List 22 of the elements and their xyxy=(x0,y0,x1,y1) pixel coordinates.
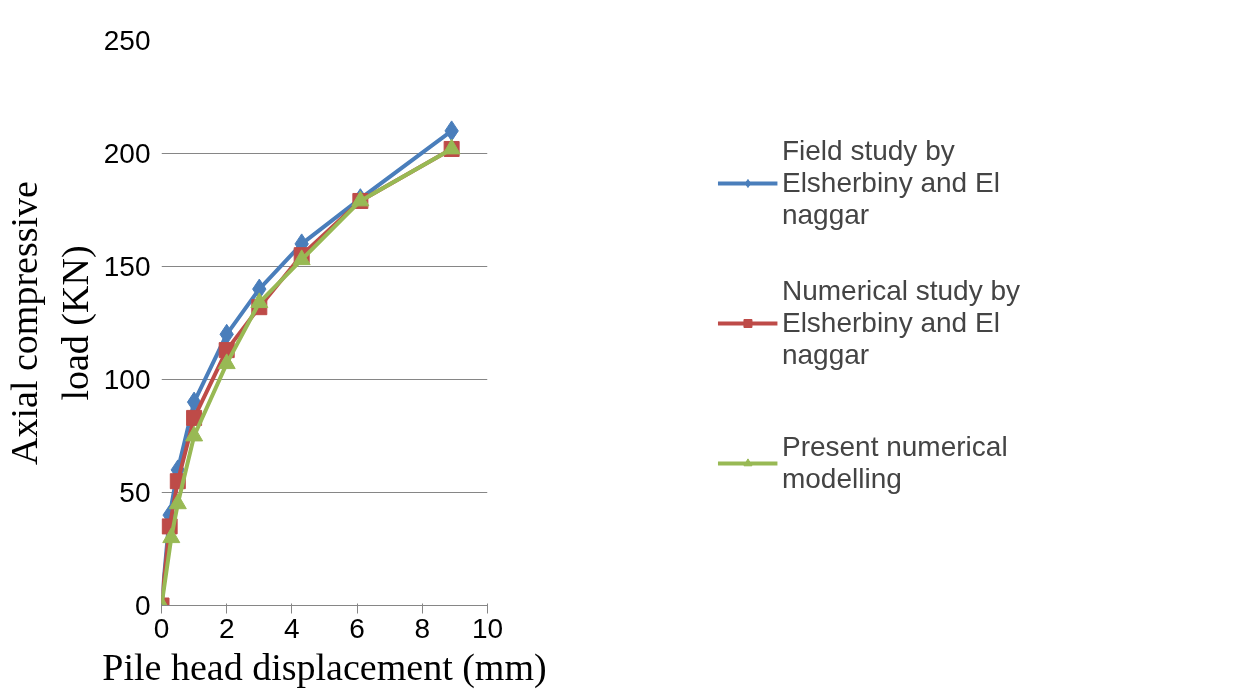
legend-label: Present numerical modelling xyxy=(781,429,1008,496)
x-tick-label: 10 xyxy=(471,612,504,644)
y-tick-label: 250 xyxy=(103,25,151,56)
x-tick-label: 4 xyxy=(284,612,300,644)
x-tick-label: 2 xyxy=(218,612,235,644)
point xyxy=(186,391,202,413)
point xyxy=(217,353,236,370)
point xyxy=(250,292,269,309)
x-tick-label: 6 xyxy=(349,612,365,644)
legend-label: Numerical study by Elsherbiny and El naggar xyxy=(781,273,1021,372)
x-axis-title: Pile head displacement (mm) xyxy=(102,645,547,689)
y-tick-label: 150 xyxy=(103,251,151,282)
point xyxy=(162,527,181,544)
legend-label: Field study by Elsherbiny and El naggar xyxy=(781,133,1000,232)
y-tick-label: 0 xyxy=(134,590,151,621)
y-axis-title: Axial compressive load (KN) xyxy=(3,181,97,465)
y-tick-label: 200 xyxy=(103,138,151,169)
y-tick-label: 50 xyxy=(119,477,151,508)
y-tick-label: 100 xyxy=(103,364,151,395)
point xyxy=(168,493,187,510)
x-tick-label: 8 xyxy=(414,612,431,644)
point xyxy=(185,425,204,442)
